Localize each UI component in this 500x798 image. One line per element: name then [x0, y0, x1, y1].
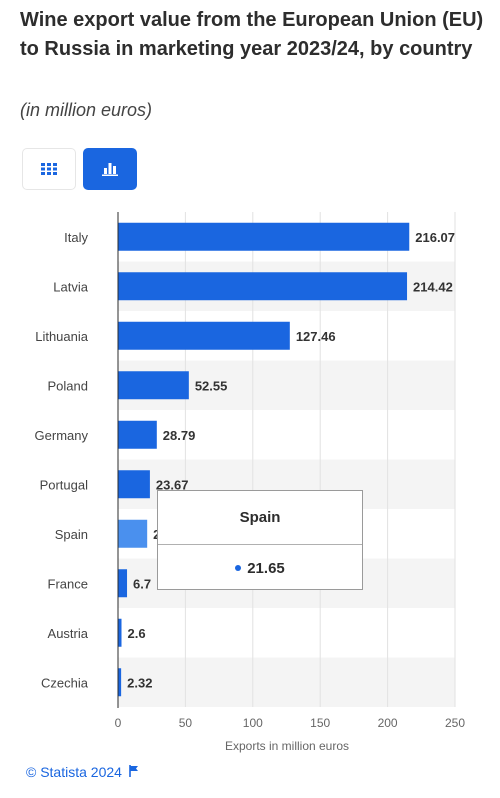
chart-subtitle: (in million euros): [20, 100, 153, 120]
table-grid-icon: [41, 163, 57, 175]
category-label: Czechia: [41, 675, 89, 690]
bar-austria[interactable]: [118, 618, 122, 647]
table-view-button[interactable]: [22, 148, 76, 190]
bar-germany[interactable]: [118, 420, 157, 449]
value-label: 52.55: [195, 378, 228, 393]
bar-chart-icon: [102, 163, 118, 176]
bar-lithuania[interactable]: [118, 321, 290, 350]
category-label: Latvia: [53, 279, 88, 294]
category-label: Italy: [64, 230, 88, 245]
value-label: 28.79: [163, 428, 196, 443]
value-label: 216.07: [415, 230, 455, 245]
value-label: 2.6: [128, 626, 146, 641]
footer: © Statista 2024: [26, 764, 139, 780]
tooltip: Spain 21.65: [157, 490, 363, 590]
x-tick-label: 100: [243, 716, 263, 730]
chart-view-button[interactable]: [83, 148, 137, 190]
row-band: [118, 657, 455, 707]
category-label: France: [48, 576, 88, 591]
category-label: Spain: [55, 527, 88, 542]
x-tick-label: 50: [179, 716, 193, 730]
category-label: Portugal: [40, 477, 89, 492]
bar-spain[interactable]: [118, 519, 148, 548]
value-label: 6.7: [133, 576, 151, 591]
value-label: 2.32: [127, 675, 152, 690]
tooltip-value-row: 21.65: [158, 545, 362, 591]
bar-czechia[interactable]: [118, 668, 122, 697]
x-tick-label: 250: [445, 716, 465, 730]
category-label: Germany: [35, 428, 89, 443]
bar-italy[interactable]: [118, 222, 410, 251]
bar-chart: Italy Latvia Lithuania Poland Germany Portuga…: [35, 212, 465, 753]
bar-portugal[interactable]: [118, 470, 150, 499]
value-label: 23.67: [156, 477, 189, 492]
value-label: 214.42: [413, 279, 453, 294]
tooltip-title: Spain: [158, 491, 362, 545]
statista-credit-link[interactable]: © Statista 2024: [26, 764, 122, 780]
x-tick-label: 150: [310, 716, 330, 730]
chart-title: Wine export value from the European Unio…: [20, 9, 484, 60]
x-tick-label: 0: [115, 716, 122, 730]
x-tick-label: 200: [378, 716, 398, 730]
value-label: 127.46: [296, 329, 336, 344]
bar-france[interactable]: [118, 569, 128, 598]
flag-icon[interactable]: [129, 764, 139, 780]
x-axis-label: Exports in million euros: [225, 739, 349, 753]
bar-latvia[interactable]: [118, 272, 408, 301]
category-label: Austria: [48, 626, 89, 641]
category-label: Poland: [48, 378, 88, 393]
tooltip-value: 21.65: [247, 559, 285, 577]
series-dot-icon: [235, 565, 242, 571]
category-label: Lithuania: [35, 329, 89, 344]
bar-poland[interactable]: [118, 371, 189, 400]
